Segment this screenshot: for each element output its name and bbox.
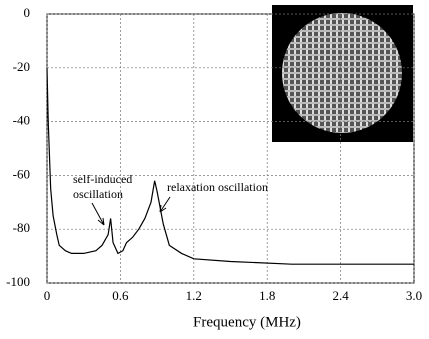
x-tick-label: 3.0	[406, 288, 422, 303]
y-tick-label: -40	[13, 113, 30, 128]
annotation-arrow	[160, 197, 170, 212]
y-tick-label: -60	[13, 166, 30, 181]
x-axis-label: Frequency (MHz)	[193, 314, 301, 330]
x-tick-label: 2.4	[332, 288, 349, 303]
x-tick-label: 1.8	[259, 288, 275, 303]
annotation-arrow	[92, 203, 104, 225]
annotation: relaxation oscillation	[167, 180, 268, 194]
y-tick-label: -100	[6, 274, 30, 289]
annotation: self-induced	[73, 172, 132, 186]
y-tick-label: -20	[13, 59, 30, 74]
x-tick-label: 0.6	[112, 288, 129, 303]
y-tick-label: 0	[24, 5, 31, 20]
chart: Frequency (MHz) 0 -20 -40 -60 -80 -100 0 0.6 1.2…	[0, 0, 429, 339]
annotation: oscillation	[73, 187, 123, 201]
x-tick-label: 1.2	[186, 288, 202, 303]
y-tick-label: -80	[13, 220, 30, 235]
x-tick-label: 0	[44, 288, 51, 303]
